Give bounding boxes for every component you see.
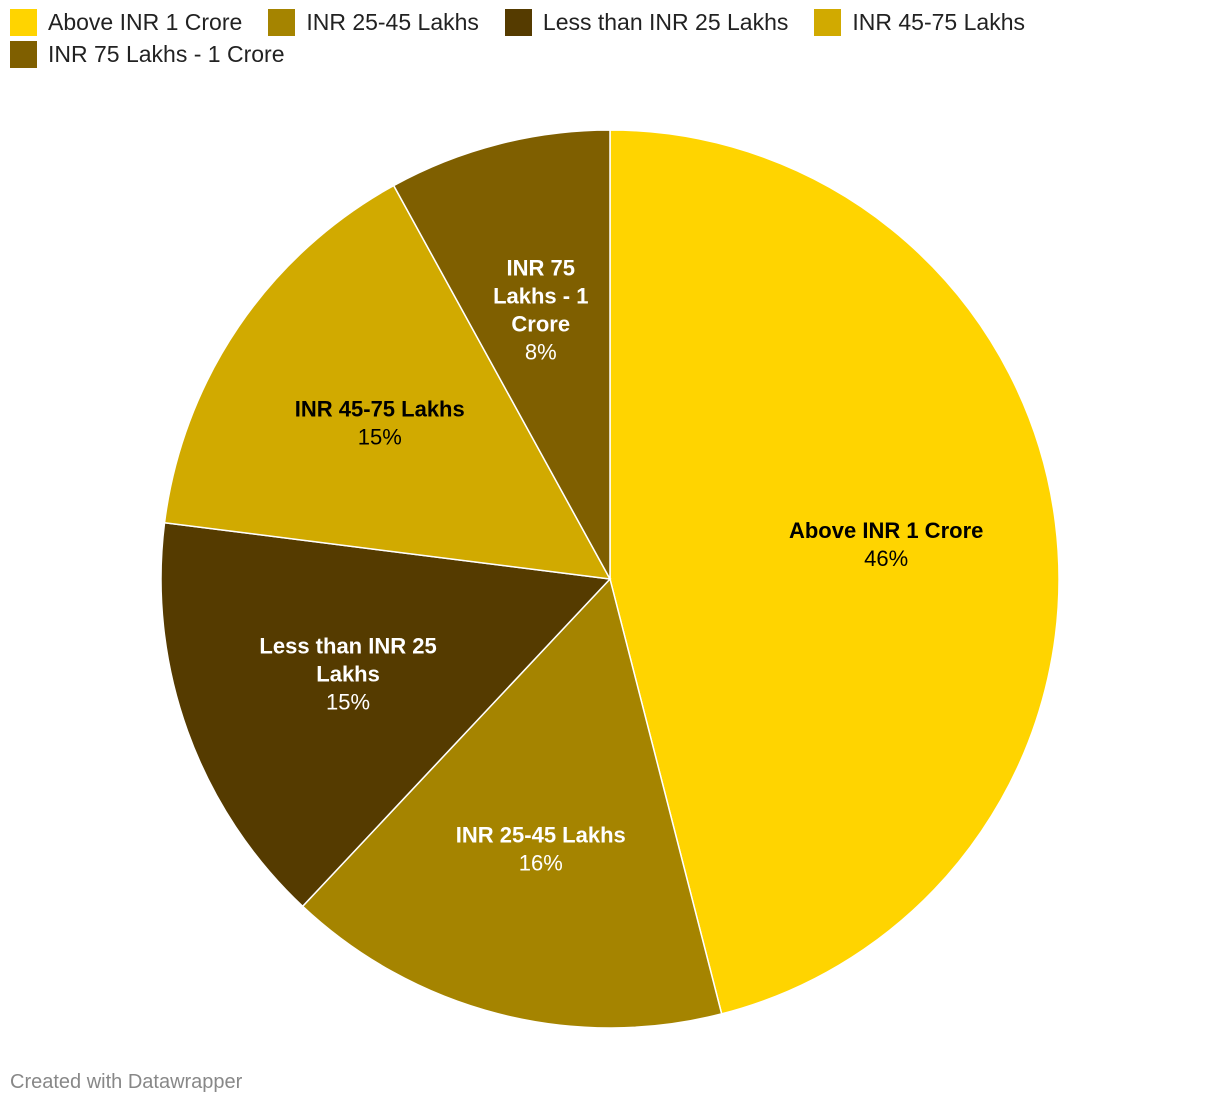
legend-label: Less than INR 25 Lakhs	[542, 8, 789, 35]
slice-value-label: 46%	[864, 546, 908, 571]
slice-label-inr-45-75-lakhs: INR 45-75 Lakhs 15%	[295, 397, 465, 450]
legend-item-above-1-crore: Above INR 1 Crore	[10, 8, 242, 36]
slice-value-label: 15%	[358, 425, 402, 450]
slice-label-less-than-inr-25-lakhs: Less than INR 25 Lakhs 15%	[259, 633, 436, 714]
legend-item-75-lakhs-1-crore: INR 75 Lakhs - 1 Crore	[10, 40, 284, 68]
legend-item-less-than-25-lakhs: Less than INR 25 Lakhs	[504, 8, 789, 36]
slice-label-line: Less than INR 25	[259, 633, 436, 658]
legend-swatch	[268, 8, 296, 36]
slice-label-line: INR 25-45 Lakhs	[456, 823, 626, 848]
slice-label-line: Lakhs - 1	[493, 283, 588, 308]
legend-item-25-45-lakhs: INR 25-45 Lakhs	[268, 8, 479, 36]
footer-credit: Created with Datawrapper	[10, 1071, 243, 1093]
slice-label-line: Lakhs	[316, 661, 380, 686]
pie-slice-above-inr-1-crore	[609, 129, 1060, 1015]
legend-label: INR 75 Lakhs - 1 Crore	[48, 40, 285, 67]
legend-label: INR 25-45 Lakhs	[306, 8, 479, 35]
slice-label-line: INR 45-75 Lakhs	[295, 397, 465, 422]
legend-item-45-75-lakhs: INR 45-75 Lakhs	[814, 8, 1025, 36]
legend-label: Above INR 1 Crore	[48, 8, 243, 35]
slice-label-inr-75-lakhs-1-crore: INR 75 Lakhs - 1 Crore 8%	[493, 255, 588, 364]
slice-label-line: INR 75	[507, 255, 575, 280]
legend-swatch	[504, 8, 532, 36]
pie-slice-inr-45-75-lakhs	[163, 184, 612, 580]
slice-value-label: 8%	[525, 339, 557, 364]
legend-swatch	[10, 8, 37, 36]
pie-slice-less-than-inr-25-lakhs	[160, 521, 612, 908]
pie-slice-inr-75-lakhs-1-crore	[392, 129, 611, 580]
legend-swatch	[814, 8, 842, 36]
pie-slice-inr-25-45-lakhs	[301, 577, 723, 1029]
chart-legend: Above INR 1 Crore INR 25-45 Lakhs Less t…	[10, 8, 1210, 68]
slice-value-label: 15%	[326, 689, 370, 714]
slice-value-label: 16%	[519, 851, 563, 876]
legend-swatch	[10, 40, 37, 68]
slice-label-line: Above INR 1 Crore	[789, 518, 983, 543]
slice-label-line: Crore	[511, 311, 570, 336]
slice-label-above-inr-1-crore: Above INR 1 Crore 46%	[789, 518, 983, 571]
legend-label: INR 45-75 Lakhs	[852, 8, 1025, 35]
slice-label-inr-25-45-lakhs: INR 25-45 Lakhs 16%	[456, 823, 626, 876]
